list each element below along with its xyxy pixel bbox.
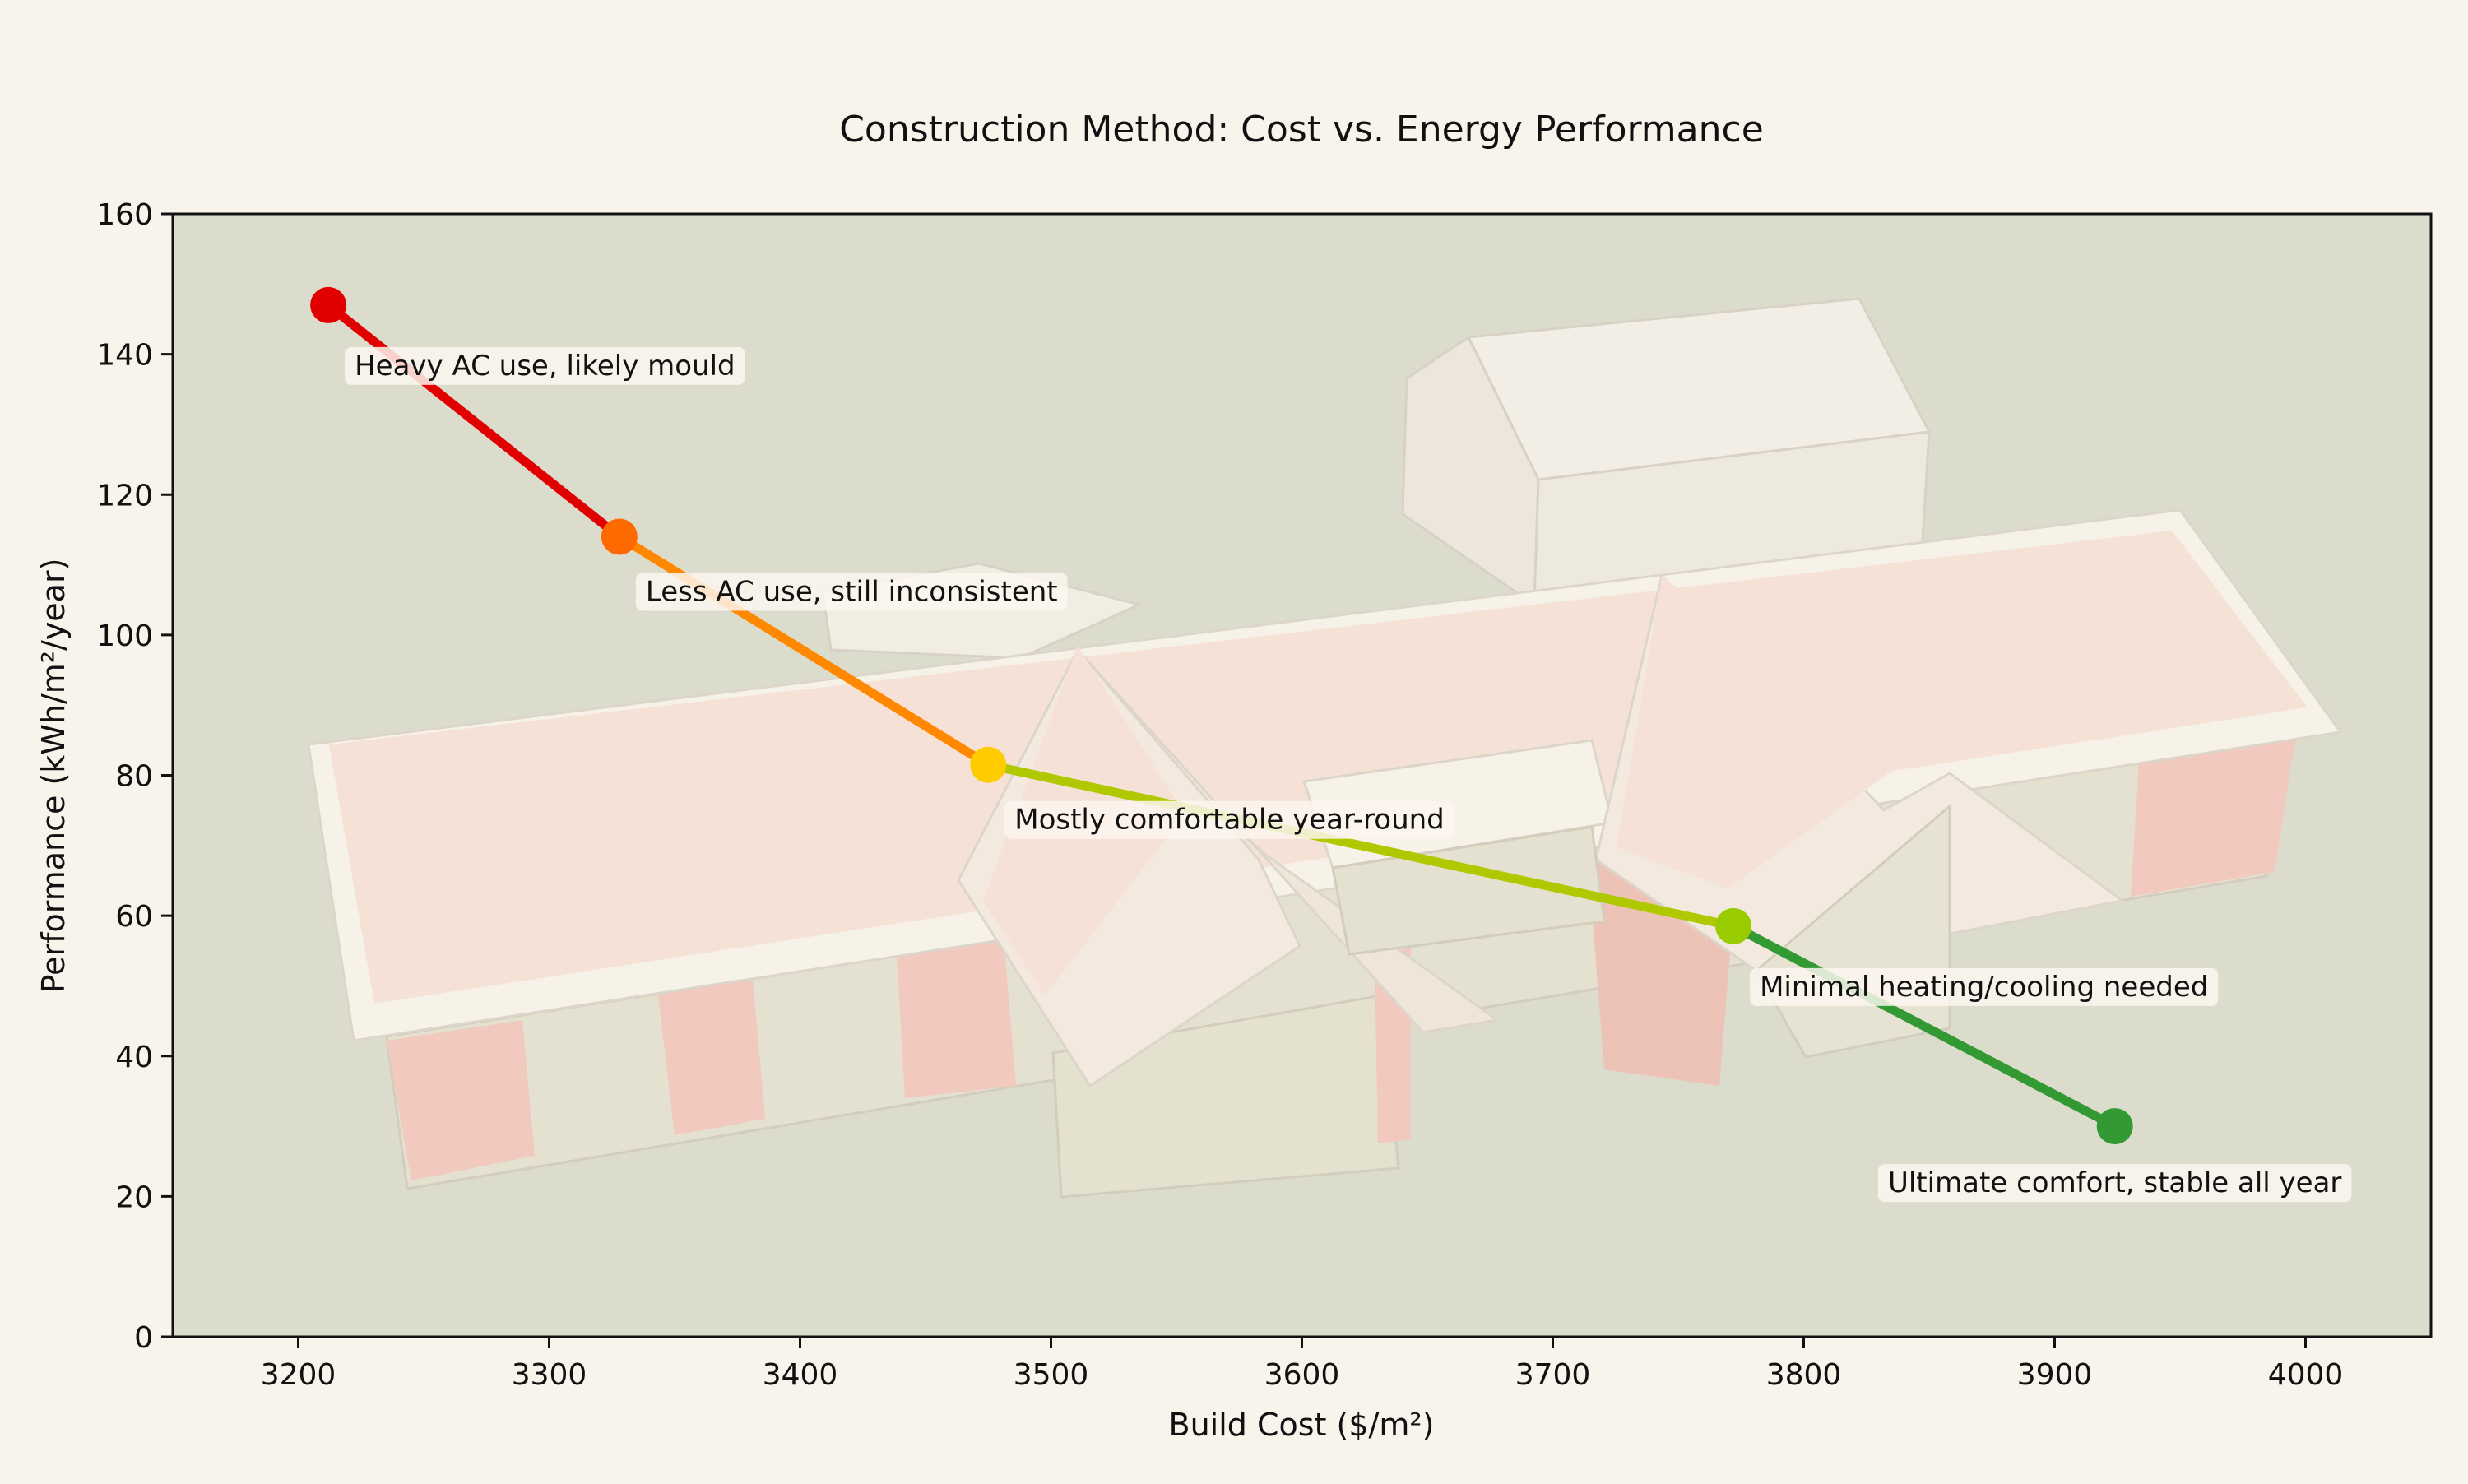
y-tick-label: 40 bbox=[115, 1041, 153, 1074]
y-tick-label: 60 bbox=[115, 900, 153, 934]
y-tick-label: 140 bbox=[96, 339, 153, 373]
data-point bbox=[970, 746, 1007, 783]
series-segment bbox=[983, 760, 1738, 931]
annotation-box: Mostly comfortable year-round bbox=[1004, 800, 1454, 839]
y-tick-label: 80 bbox=[115, 760, 153, 794]
x-tick-label: 3200 bbox=[261, 1358, 336, 1392]
data-markers bbox=[310, 286, 2133, 1145]
y-tick-label: 100 bbox=[96, 619, 153, 653]
y-tick-label: 160 bbox=[96, 198, 153, 232]
annotations: Heavy AC use, likely mould Less AC use, s… bbox=[345, 346, 2352, 1203]
series-segment bbox=[1728, 921, 2120, 1131]
annotation-background bbox=[1750, 967, 2219, 1006]
x-tick-label: 3800 bbox=[1766, 1358, 1842, 1392]
data-point bbox=[310, 286, 347, 323]
x-tick-label: 3400 bbox=[763, 1358, 838, 1392]
x-tick-label: 4000 bbox=[2268, 1358, 2344, 1392]
x-tick-label: 3500 bbox=[1014, 1358, 1089, 1392]
annotation-background bbox=[1004, 800, 1454, 839]
y-tick-label: 20 bbox=[115, 1180, 153, 1214]
y-tick-label: 120 bbox=[96, 479, 153, 512]
annotation-background bbox=[1877, 1164, 2352, 1203]
chart-title: Construction Method: Cost vs. Energy Per… bbox=[839, 109, 1764, 151]
x-tick-label: 3600 bbox=[1264, 1358, 1340, 1392]
annotation-label: Mostly comfortable year-round bbox=[1014, 804, 1445, 837]
annotation-box: Minimal heating/cooling needed bbox=[1750, 967, 2219, 1006]
annotation-label: Heavy AC use, likely mould bbox=[355, 350, 735, 383]
data-point bbox=[1715, 907, 1752, 944]
annotation-label: Minimal heating/cooling needed bbox=[1760, 971, 2208, 1004]
x-axis-ticks: 3200 3300 3400 3500 3600 3700 3800 3900 4000 bbox=[261, 1337, 2344, 1392]
annotation-label: Ultimate comfort, stable all year bbox=[1888, 1166, 2341, 1199]
data-point bbox=[2096, 1108, 2133, 1145]
data-point bbox=[601, 518, 638, 555]
annotation-box: Less AC use, still inconsistent bbox=[635, 573, 1068, 611]
x-tick-label: 3900 bbox=[2017, 1358, 2093, 1392]
x-tick-label: 3300 bbox=[512, 1358, 587, 1392]
annotation-label: Less AC use, still inconsistent bbox=[646, 575, 1058, 608]
annotation-background bbox=[345, 346, 745, 385]
annotation-background bbox=[635, 573, 1068, 611]
x-tick-label: 3700 bbox=[1515, 1358, 1591, 1392]
y-tick-label: 0 bbox=[134, 1321, 153, 1355]
series-segment bbox=[323, 300, 624, 541]
annotation-box: Heavy AC use, likely mould bbox=[345, 346, 745, 385]
y-axis-label: Performance (kWh/m²/year) bbox=[35, 559, 72, 994]
y-axis-ticks: 0 20 40 60 80 100 120 140 160 bbox=[96, 198, 173, 1355]
annotation-box: Ultimate comfort, stable all year bbox=[1877, 1164, 2352, 1203]
x-axis-label: Build Cost ($/m²) bbox=[1169, 1407, 1435, 1443]
